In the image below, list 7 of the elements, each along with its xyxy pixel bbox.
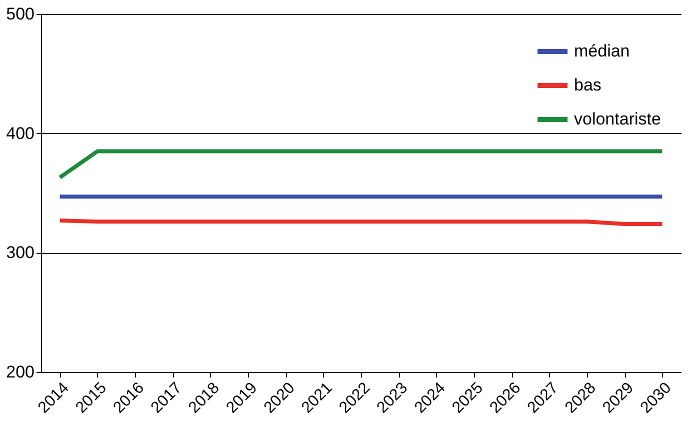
legend-label: bas	[574, 76, 602, 94]
y-tick-label: 300	[6, 243, 34, 262]
y-tick-label: 500	[6, 4, 34, 24]
y-tick-label: 400	[6, 124, 34, 143]
y-tick-label: 200	[6, 362, 34, 382]
legend-label: médian	[574, 42, 630, 60]
legend-label: volontariste	[574, 110, 661, 128]
